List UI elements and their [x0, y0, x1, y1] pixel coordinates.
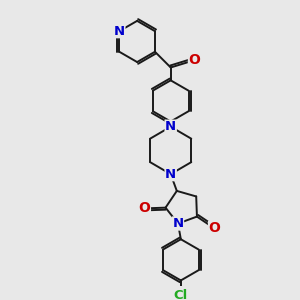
- Text: O: O: [139, 201, 150, 215]
- Text: N: N: [165, 120, 176, 133]
- Text: N: N: [172, 217, 184, 230]
- Text: O: O: [208, 221, 220, 236]
- Text: N: N: [165, 168, 176, 181]
- Text: N: N: [114, 25, 125, 38]
- Text: Cl: Cl: [174, 289, 188, 300]
- Text: O: O: [188, 53, 200, 67]
